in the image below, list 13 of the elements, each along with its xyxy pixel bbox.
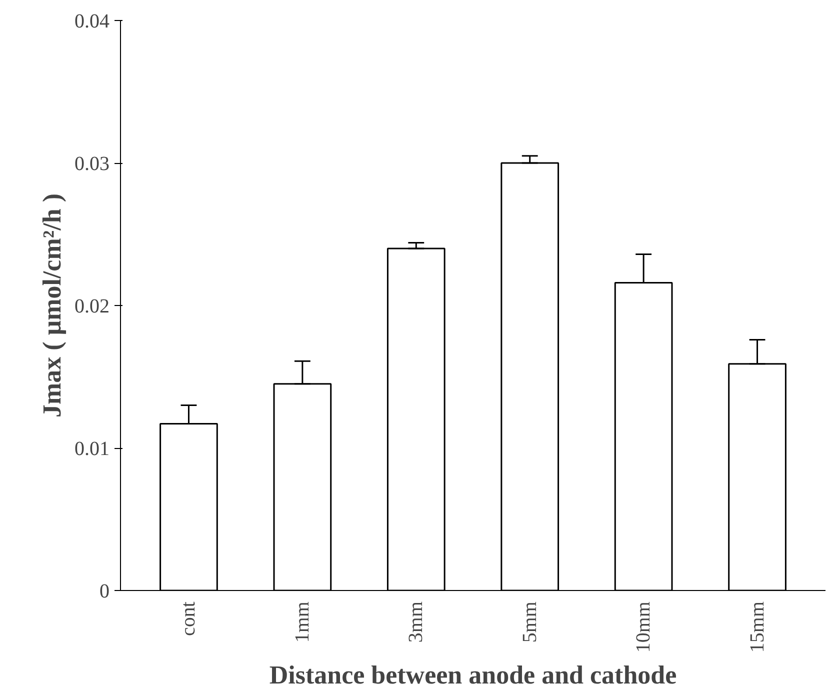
x-tick-label: 3mm xyxy=(405,601,428,643)
y-axis-title: Jmax ( μmol/cm²/h ) xyxy=(38,194,66,418)
x-tick-label: 10mm xyxy=(632,601,655,653)
x-tick-label: 1mm xyxy=(291,601,314,643)
x-tick-label: 5mm xyxy=(518,601,541,643)
y-tick-label: 0.03 xyxy=(74,153,110,175)
y-tick-label: 0.02 xyxy=(74,296,110,318)
y-tick-label: 0.04 xyxy=(74,10,110,32)
x-tick-label: 15mm xyxy=(746,601,768,653)
x-axis-title: Distance between anode and cathode xyxy=(269,660,677,690)
x-tick-label: cont xyxy=(178,601,200,636)
y-tick-label: 0.01 xyxy=(74,438,110,460)
y-tick-label: 0 xyxy=(100,580,110,602)
